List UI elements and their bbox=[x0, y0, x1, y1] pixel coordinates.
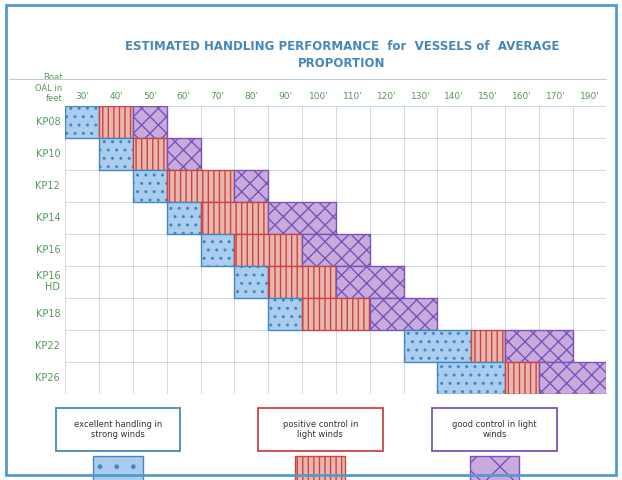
Text: good control in light
winds: good control in light winds bbox=[452, 420, 537, 439]
Text: ESTIMATED HANDLING PERFORMANCE  for  VESSELS of  AVERAGE: ESTIMATED HANDLING PERFORMANCE for VESSE… bbox=[125, 40, 559, 53]
Text: 50': 50' bbox=[143, 92, 157, 101]
Text: KP08: KP08 bbox=[35, 117, 60, 127]
Text: 100': 100' bbox=[309, 92, 329, 101]
Text: KP18: KP18 bbox=[35, 309, 60, 319]
Text: 130': 130' bbox=[411, 92, 430, 101]
Bar bbox=[268, 298, 302, 330]
Bar bbox=[234, 234, 302, 265]
Bar bbox=[268, 265, 336, 298]
Bar bbox=[234, 265, 268, 298]
Text: KP12: KP12 bbox=[35, 180, 60, 191]
Text: 70': 70' bbox=[210, 92, 225, 101]
Text: Boat
OAL in
feet: Boat OAL in feet bbox=[35, 73, 62, 103]
Bar bbox=[404, 330, 471, 361]
Text: 170': 170' bbox=[546, 92, 565, 101]
Bar bbox=[505, 330, 573, 361]
Text: PROPORTION: PROPORTION bbox=[299, 57, 386, 70]
Bar bbox=[133, 169, 167, 202]
Text: 110': 110' bbox=[343, 92, 363, 101]
Text: KP14: KP14 bbox=[35, 213, 60, 223]
Text: excellent handling in
strong winds: excellent handling in strong winds bbox=[74, 420, 162, 439]
Bar bbox=[302, 234, 369, 265]
Bar bbox=[167, 169, 234, 202]
Text: KP16
HD: KP16 HD bbox=[35, 271, 60, 292]
Text: 120': 120' bbox=[377, 92, 396, 101]
Bar bbox=[234, 169, 268, 202]
Bar bbox=[133, 138, 167, 169]
Bar bbox=[200, 234, 234, 265]
Bar bbox=[505, 361, 539, 394]
Text: 40': 40' bbox=[109, 92, 123, 101]
Bar bbox=[268, 202, 336, 234]
Text: 160': 160' bbox=[512, 92, 532, 101]
Bar bbox=[539, 361, 606, 394]
Bar bbox=[200, 202, 268, 234]
Text: KP16: KP16 bbox=[35, 245, 60, 254]
Text: KP26: KP26 bbox=[35, 372, 60, 383]
Bar bbox=[336, 265, 404, 298]
Text: 60': 60' bbox=[177, 92, 191, 101]
Text: 140': 140' bbox=[445, 92, 464, 101]
Bar bbox=[133, 106, 167, 138]
Bar bbox=[167, 202, 200, 234]
Text: positive control in
light winds: positive control in light winds bbox=[282, 420, 358, 439]
Bar bbox=[437, 361, 505, 394]
Bar bbox=[65, 106, 99, 138]
Bar bbox=[99, 138, 133, 169]
Text: 190': 190' bbox=[580, 92, 600, 101]
Text: 150': 150' bbox=[478, 92, 498, 101]
Text: KP10: KP10 bbox=[35, 149, 60, 158]
Bar bbox=[471, 330, 505, 361]
Text: 90': 90' bbox=[278, 92, 292, 101]
Bar bbox=[99, 106, 133, 138]
Bar bbox=[167, 138, 200, 169]
Text: 30': 30' bbox=[75, 92, 89, 101]
Bar bbox=[369, 298, 437, 330]
Text: 80': 80' bbox=[244, 92, 258, 101]
Bar bbox=[302, 298, 369, 330]
Text: KP22: KP22 bbox=[35, 341, 60, 350]
